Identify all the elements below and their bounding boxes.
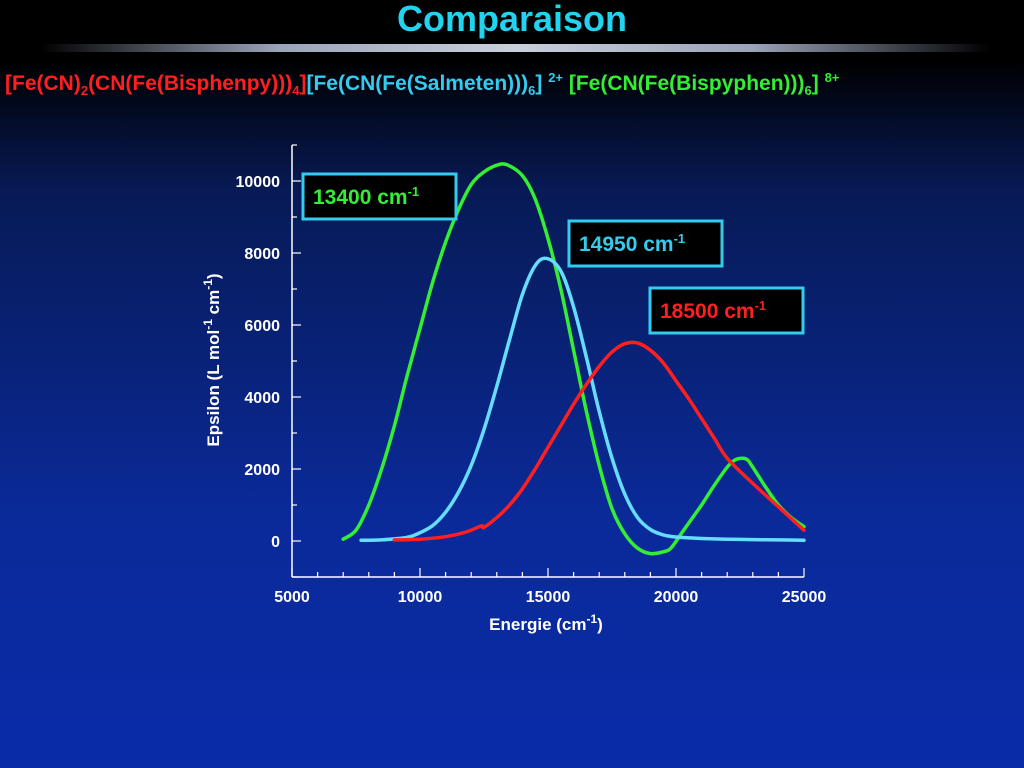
- x-tick-label: 5000: [274, 589, 310, 606]
- series-line-2: [359, 256, 806, 543]
- y-tick-label: 10000: [236, 174, 281, 191]
- title-divider: [40, 44, 990, 52]
- peak-annotation-label: 14950 cm-1: [579, 231, 685, 256]
- peak-annotation-box: [567, 219, 724, 268]
- x-tick-label: 10000: [398, 589, 443, 606]
- peak-annotation-box: [301, 172, 458, 221]
- formula-3: [Fe(CN(Fe(Bispyphen)))6] 8+: [568, 70, 840, 99]
- x-tick-label: 15000: [526, 589, 571, 606]
- series-line-3: [392, 340, 806, 542]
- y-tick-label: 6000: [244, 318, 280, 335]
- peak-annotation-label: 13400 cm-1: [313, 184, 419, 209]
- formula-2: [Fe(CN(Fe(Salmeten)))6] 2+: [306, 70, 564, 99]
- peak-annotation-box: [648, 286, 805, 335]
- x-axis-label: Energie (cm-1): [489, 612, 603, 634]
- y-tick-label: 8000: [244, 246, 280, 263]
- y-axis-label: Epsilon (L mol-1 cm-1): [201, 273, 223, 446]
- complex-formulas: [Fe(CN)2(CN(Fe(Bisphenpy)))4][Fe(CN(Fe(S…: [5, 70, 839, 98]
- y-tick-label: 4000: [244, 390, 280, 407]
- page-title: Comparaison: [396, 0, 628, 39]
- y-tick-label: 2000: [244, 462, 280, 479]
- chart-ticks: 0 2000 4000 6000 8000 10000 5000 10000 15000 2000…: [236, 144, 827, 606]
- y-tick-label: 0: [271, 534, 280, 551]
- x-tick-label: 20000: [654, 589, 699, 606]
- formula-1: [Fe(CN)2(CN(Fe(Bisphenpy)))4]: [5, 72, 307, 99]
- chart-axis-labels: Energie (cm-1) Epsilon (L mol-1 cm-1): [201, 273, 603, 634]
- x-tick-label: 25000: [782, 589, 827, 606]
- chart-annotations: 13400 cm-1 14950 cm-1 18500 cm-1: [301, 172, 805, 335]
- peak-annotation-label: 18500 cm-1: [660, 298, 766, 323]
- chart-series: [341, 162, 806, 556]
- series-line-1: [341, 162, 806, 556]
